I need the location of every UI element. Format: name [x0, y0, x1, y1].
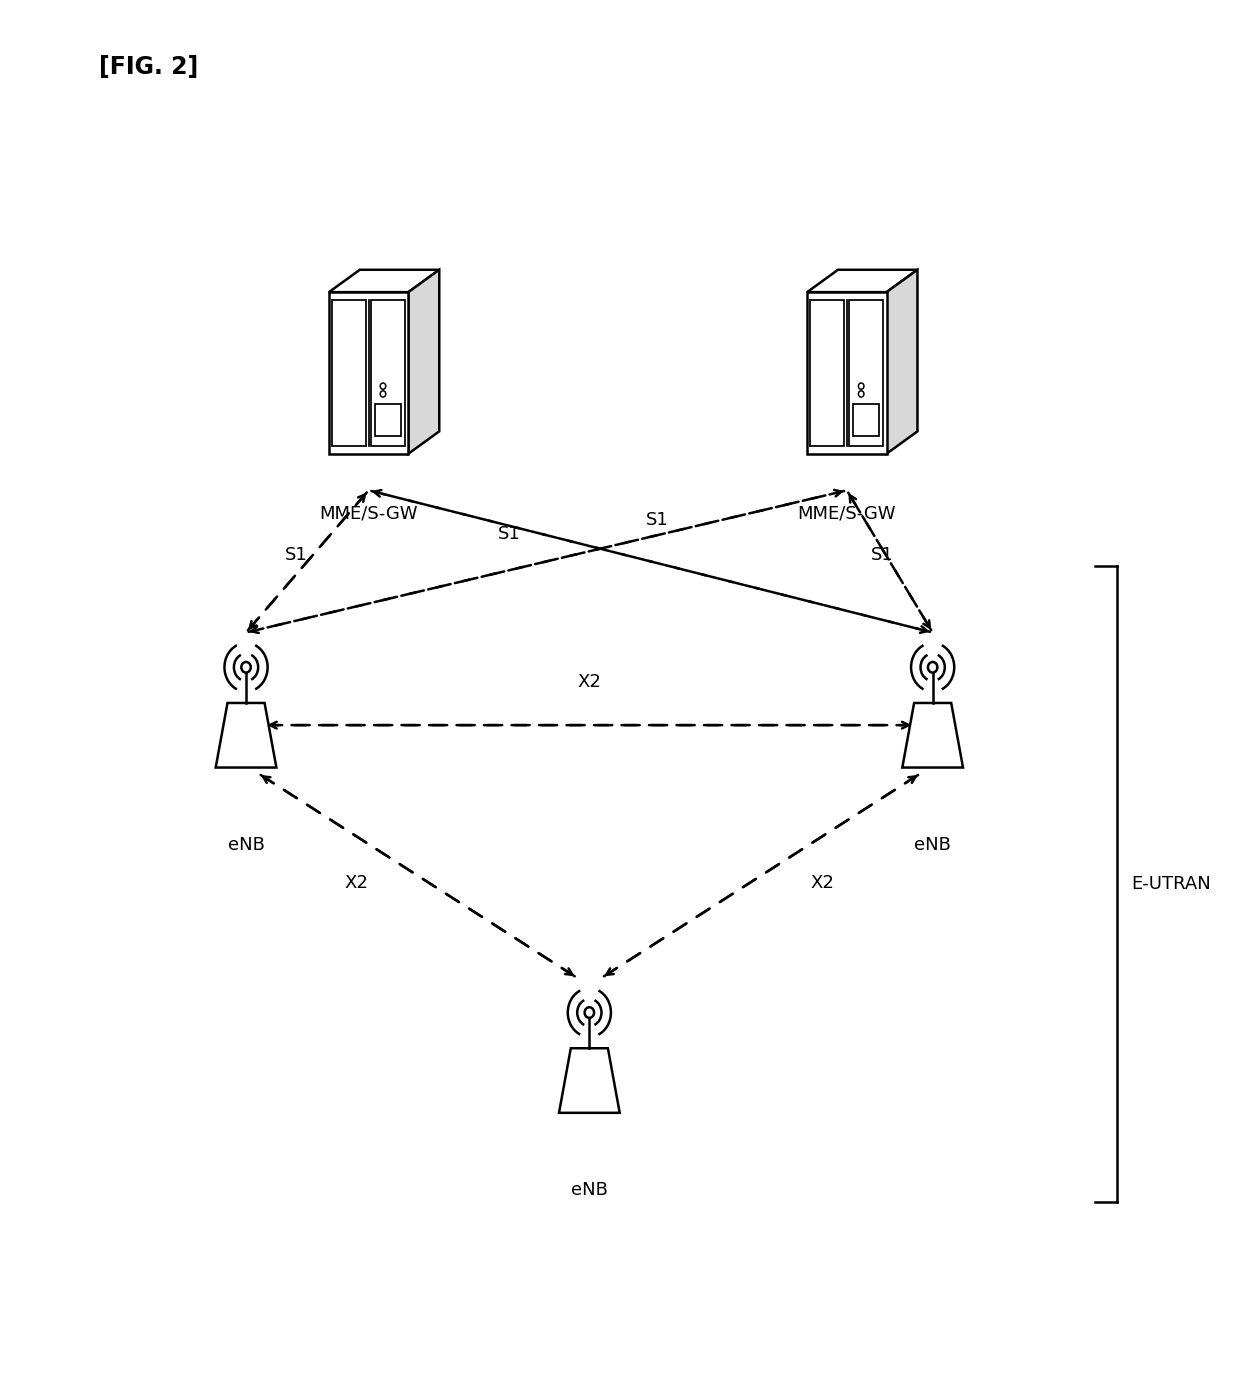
Polygon shape: [807, 269, 918, 292]
Text: X2: X2: [345, 873, 368, 891]
Polygon shape: [903, 703, 963, 767]
Polygon shape: [853, 403, 879, 437]
Polygon shape: [371, 300, 405, 445]
Circle shape: [928, 663, 937, 672]
Text: E-UTRAN: E-UTRAN: [1131, 875, 1211, 893]
Polygon shape: [807, 292, 887, 453]
Circle shape: [858, 384, 864, 389]
Polygon shape: [329, 292, 408, 453]
Text: [FIG. 2]: [FIG. 2]: [99, 56, 198, 80]
Text: X2: X2: [811, 873, 835, 891]
Polygon shape: [887, 269, 918, 453]
Polygon shape: [559, 1048, 620, 1113]
Text: S1: S1: [870, 545, 894, 564]
Polygon shape: [810, 300, 844, 445]
Text: MME/S-GW: MME/S-GW: [797, 504, 897, 522]
Circle shape: [858, 391, 864, 398]
Polygon shape: [376, 403, 401, 437]
Text: MME/S-GW: MME/S-GW: [320, 504, 418, 522]
Text: eNB: eNB: [228, 836, 264, 854]
Polygon shape: [332, 300, 366, 445]
Text: X2: X2: [578, 672, 601, 691]
Polygon shape: [408, 269, 439, 453]
Text: S1: S1: [498, 525, 521, 543]
Polygon shape: [216, 703, 277, 767]
Polygon shape: [329, 269, 439, 292]
Circle shape: [381, 391, 386, 398]
Text: S1: S1: [645, 511, 668, 529]
Circle shape: [381, 384, 386, 389]
Text: S1: S1: [285, 545, 308, 564]
Circle shape: [242, 663, 250, 672]
Polygon shape: [849, 300, 883, 445]
Text: eNB: eNB: [914, 836, 951, 854]
Circle shape: [584, 1007, 594, 1018]
Text: eNB: eNB: [570, 1182, 608, 1200]
